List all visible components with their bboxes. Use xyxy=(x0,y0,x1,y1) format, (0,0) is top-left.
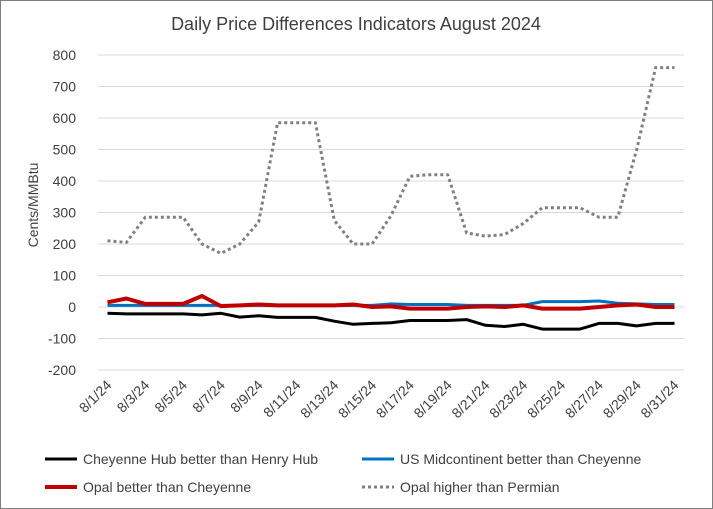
y-tick-label: 0 xyxy=(68,299,76,315)
series-line-2 xyxy=(107,299,675,307)
y-tick-label: 200 xyxy=(53,236,77,252)
x-tick-label: 8/29/24 xyxy=(600,377,644,421)
x-tick-label: 8/25/24 xyxy=(524,377,568,421)
y-tick-label: 700 xyxy=(53,79,77,95)
x-tick-label: 8/15/24 xyxy=(335,377,379,421)
series-line-1 xyxy=(107,311,675,331)
legend: Cheyenne Hub better than Henry Hub US Mid… xyxy=(45,451,641,495)
y-tick-label: 600 xyxy=(53,110,77,126)
x-tick-label: 8/17/24 xyxy=(373,377,417,421)
series-line-4 xyxy=(107,66,675,255)
x-tick-label: 8/7/24 xyxy=(189,377,228,416)
y-tick-label: -200 xyxy=(48,362,76,378)
legend-label: US Midcontinent better than Cheyenne xyxy=(400,451,641,467)
y-tick-label: 800 xyxy=(53,47,77,63)
x-tick-label: 8/19/24 xyxy=(410,377,454,421)
y-tick-label: 100 xyxy=(53,268,77,284)
x-tick-label: 8/13/24 xyxy=(297,377,341,421)
x-tick-label: 8/11/24 xyxy=(260,377,304,421)
series-line-3 xyxy=(107,294,675,311)
x-tick-label: 8/21/24 xyxy=(448,377,492,421)
x-tick-label: 8/5/24 xyxy=(151,377,190,416)
y-tick-label: 500 xyxy=(53,142,77,158)
x-axis-ticks: 8/1/248/3/248/5/248/7/248/9/248/11/248/1… xyxy=(76,377,682,421)
x-tick-label: 8/31/24 xyxy=(637,377,681,421)
y-axis-label: Cents/MMBtu xyxy=(25,163,41,248)
legend-label: Opal higher than Permian xyxy=(400,479,560,495)
x-tick-label: 8/3/24 xyxy=(114,377,153,416)
y-tick-label: 400 xyxy=(53,173,77,189)
x-tick-label: 8/23/24 xyxy=(486,377,530,421)
series-lines xyxy=(107,66,675,331)
x-tick-label: 8/1/24 xyxy=(76,377,115,416)
y-tick-label: 300 xyxy=(53,205,77,221)
y-axis-ticks: -200 -100 0 100 200 300 400 500 600 700 800 xyxy=(48,47,76,378)
x-tick-label: 8/27/24 xyxy=(562,377,606,421)
chart-title: Daily Price Differences Indicators Augus… xyxy=(171,14,541,34)
y-tick-label: -100 xyxy=(48,331,76,347)
legend-label: Cheyenne Hub better than Henry Hub xyxy=(83,451,318,467)
legend-label: Opal better than Cheyenne xyxy=(83,479,251,495)
